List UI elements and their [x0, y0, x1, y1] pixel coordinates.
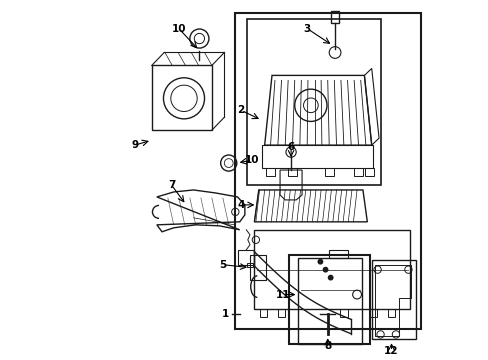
Bar: [249, 255, 265, 280]
Bar: [254, 230, 409, 310]
Bar: [288, 255, 369, 345]
Text: 7: 7: [167, 180, 175, 190]
Text: 6: 6: [287, 142, 294, 152]
Text: 12: 12: [384, 346, 398, 356]
Bar: [246, 263, 252, 267]
Text: 3: 3: [303, 24, 310, 33]
Bar: [365, 168, 373, 176]
Text: 2: 2: [237, 105, 244, 115]
Bar: [259, 310, 266, 318]
Bar: [371, 260, 415, 339]
Bar: [328, 250, 347, 258]
Text: 11: 11: [275, 289, 290, 300]
Bar: [369, 310, 376, 318]
Bar: [237, 250, 254, 265]
Bar: [151, 66, 211, 130]
Text: 9: 9: [131, 140, 138, 150]
Text: 5: 5: [219, 260, 226, 270]
Bar: [277, 310, 285, 318]
Text: 4: 4: [237, 200, 244, 210]
Bar: [324, 168, 333, 176]
Bar: [235, 13, 420, 329]
Text: 1: 1: [221, 310, 228, 319]
Text: 10: 10: [171, 24, 186, 33]
Circle shape: [322, 267, 328, 273]
Bar: [330, 11, 339, 23]
Text: 10: 10: [244, 155, 259, 165]
Bar: [353, 168, 362, 176]
Text: 8: 8: [324, 341, 331, 351]
Bar: [246, 19, 380, 185]
Bar: [265, 168, 274, 176]
Bar: [387, 310, 394, 318]
Bar: [298, 258, 362, 345]
Bar: [340, 310, 347, 318]
Bar: [287, 168, 296, 176]
Circle shape: [327, 275, 333, 280]
Circle shape: [317, 259, 323, 265]
